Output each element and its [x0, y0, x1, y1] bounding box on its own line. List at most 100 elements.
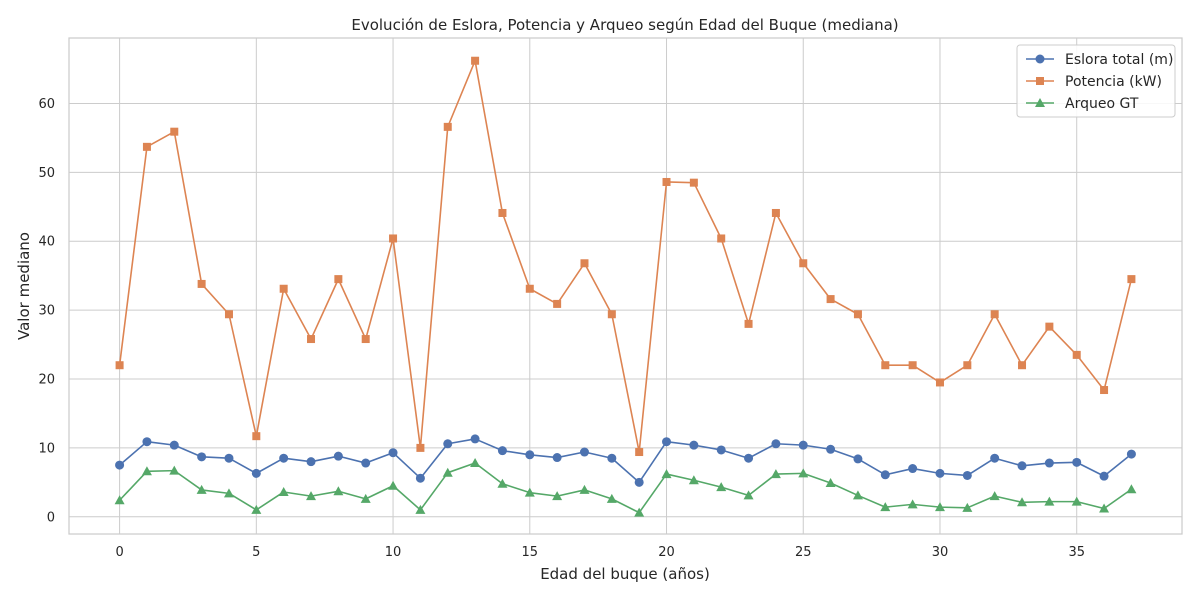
- data-point: [962, 502, 973, 512]
- data-point: [880, 502, 891, 512]
- data-point: [852, 490, 863, 500]
- data-point: [524, 487, 535, 497]
- series-2: [115, 56, 1136, 457]
- data-point: [333, 451, 343, 461]
- data-point: [498, 208, 507, 217]
- data-point: [1044, 458, 1054, 468]
- y-tick-label: 10: [38, 441, 55, 456]
- data-point: [635, 448, 644, 457]
- data-point: [361, 458, 371, 468]
- data-point: [497, 478, 508, 488]
- chart-title: Evolución de Eslora, Potencia y Arqueo s…: [351, 16, 898, 34]
- data-point: [880, 470, 890, 480]
- data-point: [170, 127, 179, 136]
- data-point: [223, 488, 234, 498]
- data-point: [1017, 461, 1027, 471]
- data-point: [1072, 350, 1081, 359]
- data-point: [552, 453, 562, 463]
- data-point: [990, 453, 1000, 463]
- data-point: [1126, 449, 1136, 459]
- x-tick-label: 15: [522, 545, 539, 560]
- data-point: [935, 378, 944, 387]
- data-point: [908, 464, 918, 474]
- data-point: [142, 142, 151, 151]
- data-point: [306, 491, 317, 501]
- data-point: [662, 437, 672, 447]
- data-point: [1100, 386, 1109, 395]
- x-tick-label: 5: [252, 545, 260, 560]
- grid: [69, 38, 1182, 534]
- data-point: [307, 335, 316, 344]
- x-axis-ticks: 0 5 10 15 20 25 30 35: [115, 545, 1085, 560]
- legend-marker: [1036, 77, 1044, 85]
- legend-box: [1016, 44, 1176, 118]
- data-point: [771, 439, 781, 449]
- data-point: [908, 361, 917, 370]
- data-point: [389, 234, 398, 243]
- data-point: [114, 495, 125, 505]
- data-point: [252, 432, 261, 441]
- data-point: [360, 493, 371, 503]
- data-point: [470, 434, 480, 444]
- data-point: [471, 56, 480, 65]
- data-point: [798, 468, 809, 478]
- x-tick-label: 25: [795, 545, 812, 560]
- data-point: [634, 477, 644, 487]
- data-point: [552, 491, 563, 501]
- data-point: [115, 460, 125, 470]
- data-point: [1126, 484, 1137, 494]
- legend-marker: [1035, 98, 1045, 107]
- data-point: [989, 491, 1000, 501]
- data-point: [770, 469, 781, 479]
- data-point: [826, 444, 836, 454]
- data-point: [443, 122, 452, 131]
- data-point: [1045, 322, 1054, 331]
- data-point: [744, 319, 753, 328]
- data-point: [1072, 457, 1082, 467]
- data-point: [416, 443, 425, 452]
- legend: Eslora total (m) Potencia (kW) Arqueo GT: [1016, 44, 1176, 118]
- data-point: [634, 507, 645, 517]
- plot-frame: [68, 37, 1183, 535]
- data-point: [142, 437, 152, 447]
- x-tick-label: 0: [115, 545, 123, 560]
- data-point: [1127, 275, 1136, 284]
- data-point: [771, 208, 780, 217]
- y-tick-label: 0: [47, 510, 55, 525]
- y-tick-label: 50: [38, 166, 55, 181]
- data-point: [279, 284, 288, 293]
- legend-item: Potencia (kW): [1026, 74, 1162, 90]
- data-point: [279, 453, 289, 463]
- x-tick-label: 30: [932, 545, 949, 560]
- data-point: [716, 445, 726, 455]
- data-point: [579, 447, 589, 457]
- data-point: [688, 475, 699, 485]
- legend-label: Eslora total (m): [1065, 52, 1173, 68]
- data-point: [553, 299, 562, 308]
- data-point: [415, 473, 425, 483]
- data-point: [853, 454, 863, 464]
- data-point: [1071, 496, 1082, 506]
- y-axis-label: Valor mediano: [15, 232, 33, 340]
- x-axis-label: Edad del buque (años): [540, 565, 710, 583]
- series-line: [119, 438, 1132, 484]
- data-point: [1099, 503, 1110, 513]
- data-point: [334, 275, 343, 284]
- data-point: [744, 453, 754, 463]
- legend-item: Arqueo GT: [1026, 96, 1139, 112]
- data-point: [497, 446, 507, 456]
- legend-label: Potencia (kW): [1065, 74, 1162, 90]
- data-point: [197, 279, 206, 288]
- data-point: [525, 284, 534, 293]
- data-point: [388, 448, 398, 458]
- data-point: [606, 493, 617, 503]
- data-point: [169, 440, 179, 450]
- data-point: [224, 310, 233, 319]
- data-point: [333, 486, 344, 496]
- data-point: [826, 295, 835, 304]
- data-point: [907, 499, 918, 509]
- series: [114, 56, 1137, 517]
- data-point: [251, 468, 261, 478]
- y-tick-label: 60: [38, 97, 55, 112]
